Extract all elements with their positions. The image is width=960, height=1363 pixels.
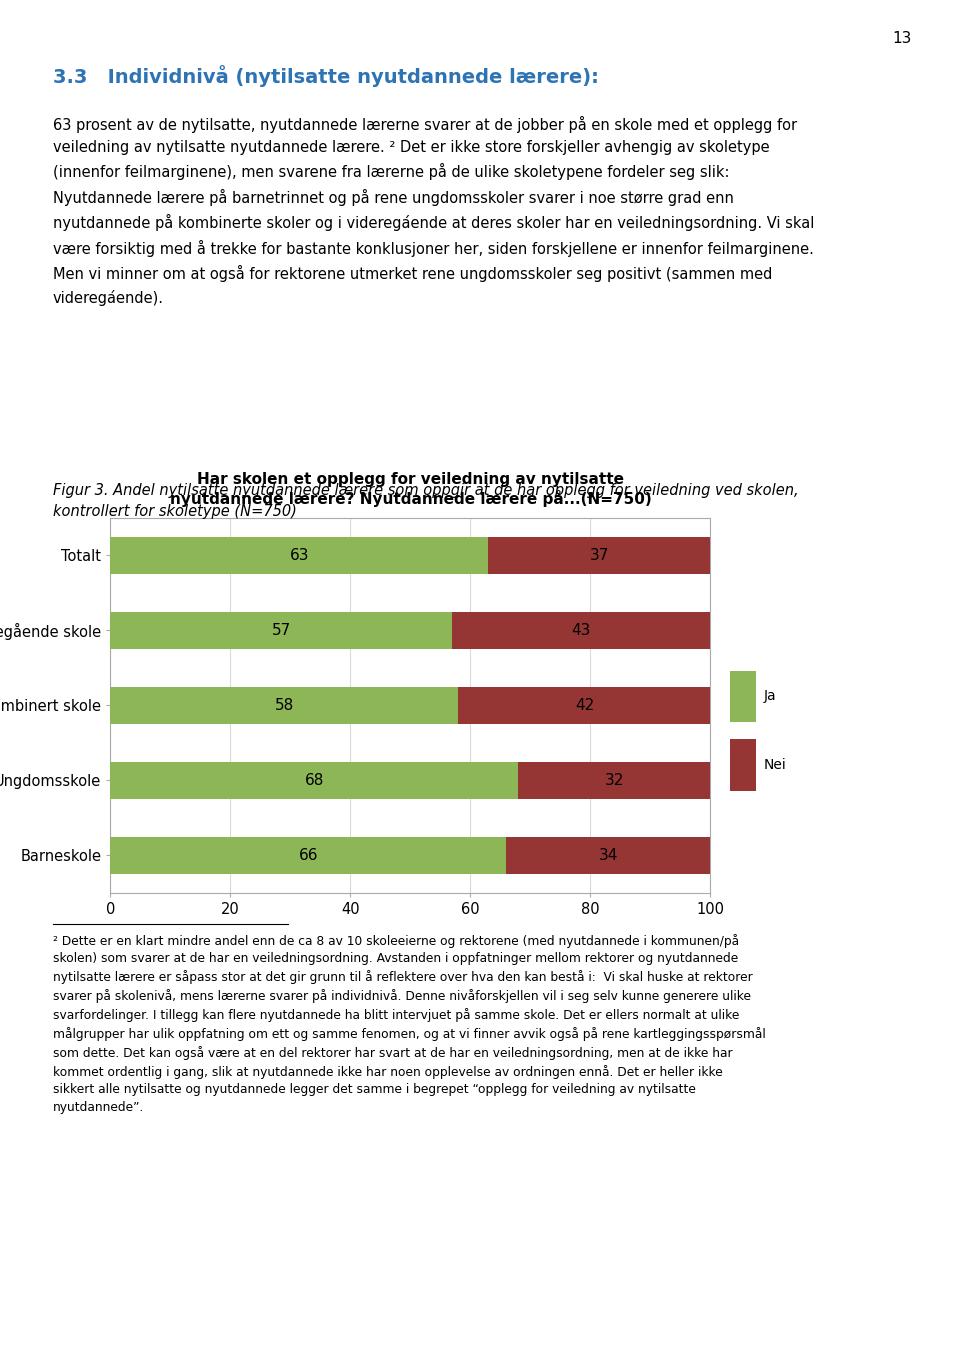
Text: ² Dette er en klart mindre andel enn de ca 8 av 10 skoleeierne og rektorene (med: ² Dette er en klart mindre andel enn de …: [53, 934, 765, 1114]
Text: 57: 57: [272, 623, 291, 638]
Text: 68: 68: [304, 773, 324, 788]
Bar: [730, 671, 756, 722]
Bar: [518, 762, 710, 799]
Text: kontrollert for skoletype (N=750): kontrollert for skoletype (N=750): [53, 504, 297, 519]
Text: 43: 43: [572, 623, 591, 638]
Bar: [110, 612, 452, 649]
Bar: [110, 837, 507, 874]
Bar: [730, 739, 756, 791]
Text: Figur 3. Andel nytilsatte nyutdannede lærere som oppgir at de har opplegg for ve: Figur 3. Andel nytilsatte nyutdannede læ…: [53, 483, 799, 497]
Text: 32: 32: [605, 773, 624, 788]
Text: 34: 34: [599, 848, 618, 863]
Bar: [452, 612, 710, 649]
Text: Nei: Nei: [763, 758, 786, 771]
Text: 37: 37: [589, 548, 609, 563]
Bar: [459, 687, 710, 724]
Text: 42: 42: [575, 698, 594, 713]
Bar: [489, 537, 710, 574]
Title: Har skolen et opplegg for veiledning av nytilsatte
nyutdannede lærere? Nyutdanne: Har skolen et opplegg for veiledning av …: [170, 472, 651, 507]
Text: 13: 13: [893, 31, 912, 46]
Text: 63 prosent av de nytilsatte, nyutdannede lærerne svarer at de jobber på en skole: 63 prosent av de nytilsatte, nyutdannede…: [53, 116, 814, 307]
Text: Ja: Ja: [763, 690, 776, 703]
Bar: [110, 537, 489, 574]
Text: 63: 63: [290, 548, 309, 563]
Bar: [110, 762, 518, 799]
Text: 66: 66: [299, 848, 318, 863]
Bar: [110, 687, 459, 724]
Bar: [507, 837, 710, 874]
Text: 3.3   Individnivå (nytilsatte nyutdannede lærere):: 3.3 Individnivå (nytilsatte nyutdannede …: [53, 65, 599, 87]
Text: 58: 58: [275, 698, 294, 713]
